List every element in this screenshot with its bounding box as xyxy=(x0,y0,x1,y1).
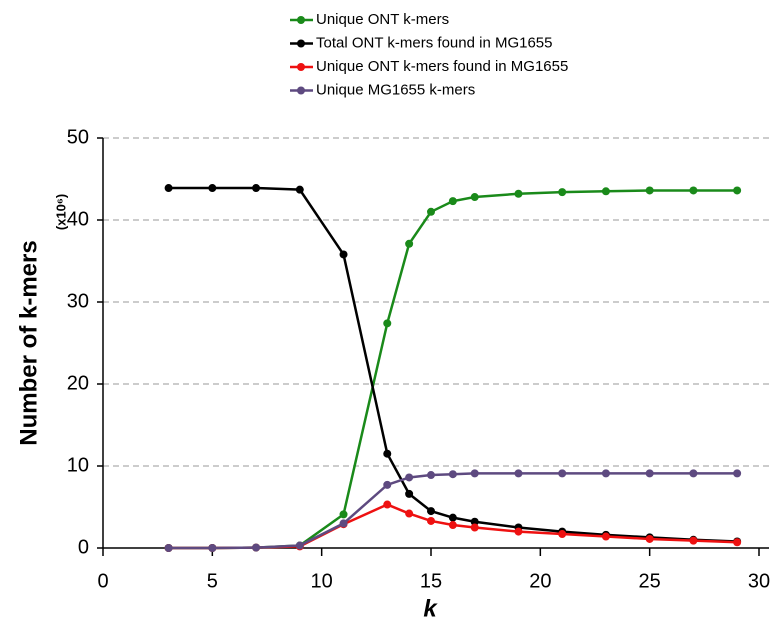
legend-marker xyxy=(297,86,305,95)
data-point xyxy=(470,517,479,526)
legend-label: Unique ONT k-mers xyxy=(316,11,449,28)
legend-label: Unique ONT k-mers found in MG1655 xyxy=(316,58,568,75)
data-point xyxy=(383,449,392,458)
data-point xyxy=(733,186,742,195)
legend-marker xyxy=(297,39,305,48)
series-line xyxy=(168,189,738,550)
data-point xyxy=(405,239,414,248)
data-point xyxy=(645,469,654,478)
data-point xyxy=(733,538,742,547)
data-point xyxy=(558,469,567,478)
data-point xyxy=(448,197,457,206)
data-point xyxy=(405,489,414,498)
x-tick-label: 25 xyxy=(639,570,661,592)
y-tick-label: 20 xyxy=(67,372,89,394)
y-tick-label: 10 xyxy=(67,454,89,476)
legend-label: Total ONT k-mers found in MG1655 xyxy=(316,34,552,51)
data-point xyxy=(383,500,392,509)
y-tick-label: 40 xyxy=(67,208,89,230)
data-point xyxy=(448,521,457,530)
data-point xyxy=(689,186,698,195)
series-line xyxy=(168,186,738,543)
data-point xyxy=(470,193,479,202)
data-point xyxy=(514,469,523,478)
legend-label: Unique MG1655 k-mers xyxy=(316,81,475,98)
data-point xyxy=(252,543,261,552)
x-axis-label: k xyxy=(423,595,438,622)
legend-marker xyxy=(297,16,305,24)
y-axis-unit: (x10⁶) xyxy=(53,194,68,230)
data-point xyxy=(295,185,304,194)
y-tick-label: 30 xyxy=(67,290,89,312)
data-point xyxy=(252,184,261,193)
data-point xyxy=(383,319,392,328)
data-point xyxy=(448,513,457,522)
x-tick-label: 10 xyxy=(311,570,333,592)
data-point xyxy=(601,469,610,478)
data-point xyxy=(733,469,742,478)
x-tick-label: 15 xyxy=(420,570,442,592)
data-point xyxy=(339,519,348,528)
legend-marker xyxy=(297,63,305,71)
data-point xyxy=(470,469,479,478)
x-tick-label: 5 xyxy=(207,570,218,592)
data-point xyxy=(383,480,392,489)
data-point xyxy=(645,534,654,543)
data-point xyxy=(427,207,435,216)
data-point xyxy=(339,250,348,259)
data-point xyxy=(164,184,173,193)
y-tick-label: 50 xyxy=(67,126,89,148)
data-point xyxy=(558,188,567,197)
data-point xyxy=(470,523,479,532)
data-point xyxy=(448,470,457,479)
x-tick-label: 20 xyxy=(529,570,551,592)
x-tick-label: 30 xyxy=(748,570,770,592)
data-point xyxy=(514,189,523,198)
data-point xyxy=(558,530,567,539)
data-point xyxy=(208,544,217,552)
data-point xyxy=(645,186,654,195)
data-point xyxy=(295,541,304,550)
data-point xyxy=(601,532,610,541)
y-axis-label: Number of k-mers xyxy=(15,240,42,445)
data-point xyxy=(514,527,523,536)
series-line xyxy=(168,472,738,550)
y-tick-label: 0 xyxy=(78,536,89,558)
data-point xyxy=(208,184,217,193)
data-point xyxy=(339,510,348,519)
data-point xyxy=(689,536,698,545)
data-point xyxy=(427,507,435,516)
data-point xyxy=(405,473,414,482)
data-point xyxy=(601,187,610,196)
x-tick-label: 0 xyxy=(97,570,108,592)
data-point xyxy=(427,471,435,480)
data-point xyxy=(689,469,698,478)
data-point xyxy=(427,516,435,525)
data-point xyxy=(164,544,173,552)
data-point xyxy=(405,509,414,518)
